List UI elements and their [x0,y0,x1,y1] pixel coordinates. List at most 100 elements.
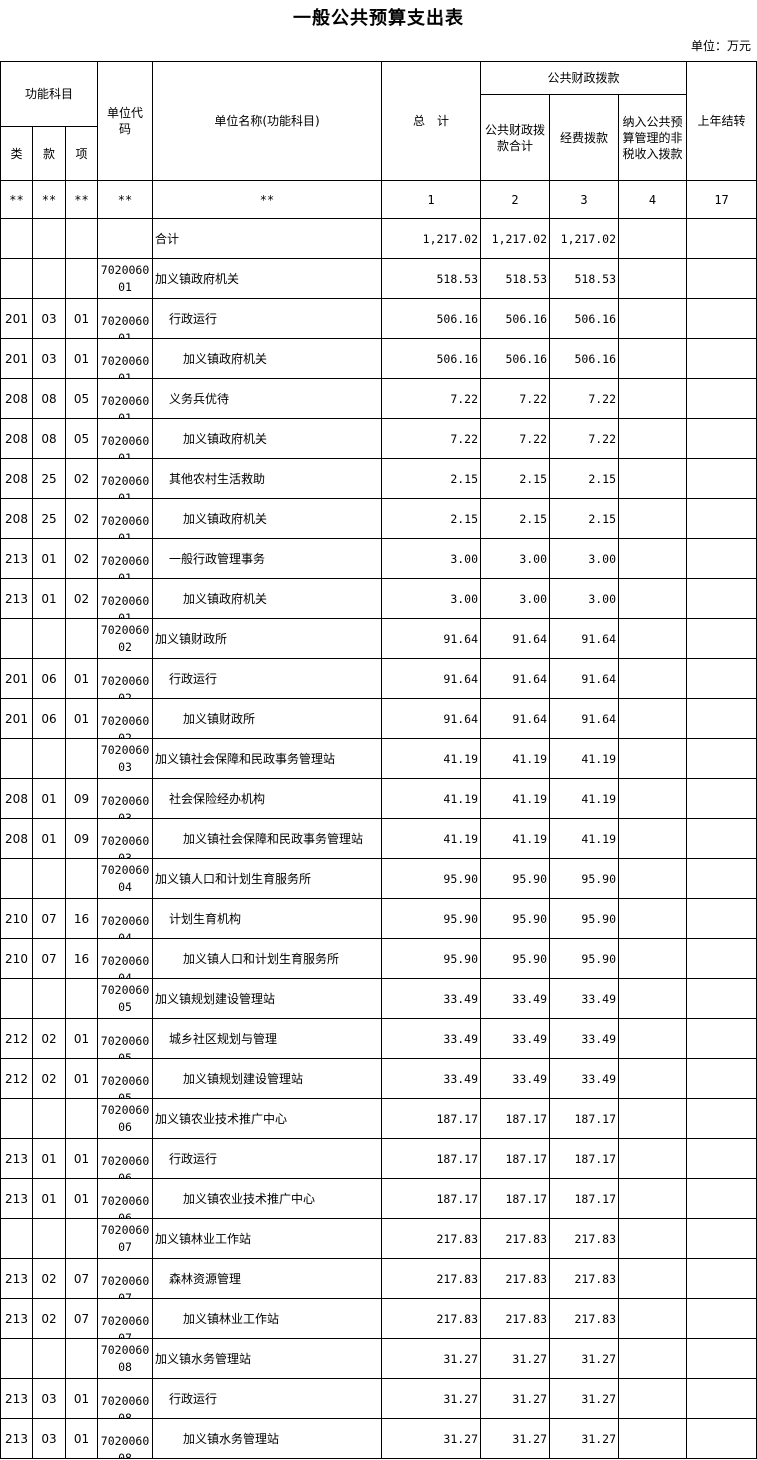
cell-lei: 201 [0,698,33,739]
cell-total: 31.27 [381,1338,482,1379]
cell-xiang: 01 [64,1138,99,1179]
cell-total: 95.90 [381,858,482,899]
cell-fund: 33.49 [549,1058,620,1099]
cell-nontax [618,778,688,819]
table-row: 210 07 16 702006004 计划生育机构 95.90 95.90 95.90 [0,898,757,939]
cell-total: 33.49 [381,1018,482,1059]
cell-fund: 518.53 [549,258,620,299]
cell-kuan: 01 [32,818,66,859]
cell-total: 217.83 [381,1298,482,1339]
cell-total: 7.22 [381,378,482,419]
cell-subtotal: 187.17 [480,1098,551,1139]
cell-name: 加义镇政府机关 [152,258,383,299]
cell-kuan: 03 [32,338,66,379]
cell-kuan [32,858,66,899]
cell-fund: 217.83 [549,1218,620,1259]
cell-code: 702006001 [97,338,154,379]
cell-fund: 31.27 [549,1378,620,1419]
cell-code: 702006007 [97,1298,154,1339]
cell-fund: 31.27 [549,1418,620,1459]
cell-code: 702006008 [97,1378,154,1419]
cell-subtotal: 95.90 [480,938,551,979]
table-row: 201 03 01 702006001 行政运行 506.16 506.16 506.16 [0,298,757,339]
cell-name: 合计 [152,218,383,259]
cell-fund: 1,217.02 [549,218,620,259]
table-row: 702006006 加义镇农业技术推广中心 187.17 187.17 187.17 [0,1098,757,1139]
cell-nontax [618,738,688,779]
cell-xiang: 16 [64,938,99,979]
table-row: 210 07 16 702006004 加义镇人口和计划生育服务所 95.90 95.90 9… [0,938,757,979]
unit-code: 702006004 [100,863,150,894]
table-row: 208 08 05 702006001 义务兵优待 7.22 7.22 7.22 [0,378,757,419]
cell-name: 行政运行 [152,1378,383,1419]
cell-lei: 208 [0,458,33,499]
cell-lei: 201 [0,338,33,379]
cell-fund: 95.90 [549,898,620,939]
cell-fund: 2.15 [549,498,620,539]
cell-nontax [618,498,688,539]
cell-subtotal: 33.49 [480,978,551,1019]
cell-name: 加义镇社会保障和民政事务管理站 [152,738,383,779]
cell-lei [0,858,33,899]
cell-code [97,218,154,259]
cell-carry [686,978,757,1019]
cell-lei [0,738,33,779]
cell-carry [686,1338,757,1379]
cell-nontax [618,1418,688,1459]
cell-fund: 187.17 [549,1098,620,1139]
cell-name: 加义镇政府机关 [152,498,383,539]
cell-code: 702006003 [97,778,154,819]
cell-total: 33.49 [381,1058,482,1099]
table-row: 208 25 02 702006001 加义镇政府机关 2.15 2.15 2.15 [0,498,757,539]
table-row: 213 02 07 702006007 加义镇林业工作站 217.83 217.83 217.… [0,1298,757,1339]
cell-name: 加义镇人口和计划生育服务所 [152,938,383,979]
cell-kuan: 08 [32,418,66,459]
unit-code: 702006006 [100,1194,150,1218]
header-kuan: 款 [32,126,66,181]
cell-fund: 187.17 [549,1138,620,1179]
cell-fund: 95.90 [549,858,620,899]
cell-kuan: 01 [32,538,66,579]
cell-xiang: 02 [64,578,99,619]
cell-name: 行政运行 [152,1138,383,1179]
cell-kuan: 03 [32,298,66,339]
cell-total: 41.19 [381,738,482,779]
cell-kuan: 25 [32,498,66,539]
cell-xiang: 09 [64,778,99,819]
unit-code: 702006005 [100,983,150,1014]
cell-code: 702006003 [97,818,154,859]
cell-code: 702006002 [97,698,154,739]
cell-fund: 41.19 [549,738,620,779]
table-row: 702006007 加义镇林业工作站 217.83 217.83 217.83 [0,1218,757,1259]
cell-xiang: 07 [64,1258,99,1299]
cell-name: 加义镇农业技术推广中心 [152,1178,383,1219]
table-row: 702006001 加义镇政府机关 518.53 518.53 518.53 [0,258,757,299]
cell-total: 7.22 [381,418,482,459]
cell-carry [686,778,757,819]
cell-name: 加义镇林业工作站 [152,1218,383,1259]
cell-subtotal: 217.83 [480,1298,551,1339]
index-cell: ** [64,180,99,219]
cell-kuan [32,218,66,259]
cell-xiang: 05 [64,418,99,459]
unit-code: 702006005 [100,1034,150,1058]
cell-xiang: 05 [64,378,99,419]
cell-nontax [618,378,688,419]
cell-nontax [618,1218,688,1259]
cell-carry [686,818,757,859]
cell-name: 加义镇政府机关 [152,418,383,459]
cell-code: 702006001 [97,258,154,299]
table-row: 213 01 02 702006001 一般行政管理事务 3.00 3.00 3.00 [0,538,757,579]
table-row: 213 01 01 702006006 行政运行 187.17 187.17 187.17 [0,1138,757,1179]
cell-xiang: 01 [64,1378,99,1419]
cell-xiang: 01 [64,1018,99,1059]
cell-name: 行政运行 [152,298,383,339]
cell-code: 702006006 [97,1138,154,1179]
cell-carry [686,338,757,379]
cell-fund: 33.49 [549,1018,620,1059]
cell-subtotal: 95.90 [480,898,551,939]
cell-kuan: 02 [32,1258,66,1299]
cell-name: 加义镇人口和计划生育服务所 [152,858,383,899]
unit-code: 702006007 [100,1223,150,1254]
unit-code: 702006001 [100,514,150,538]
